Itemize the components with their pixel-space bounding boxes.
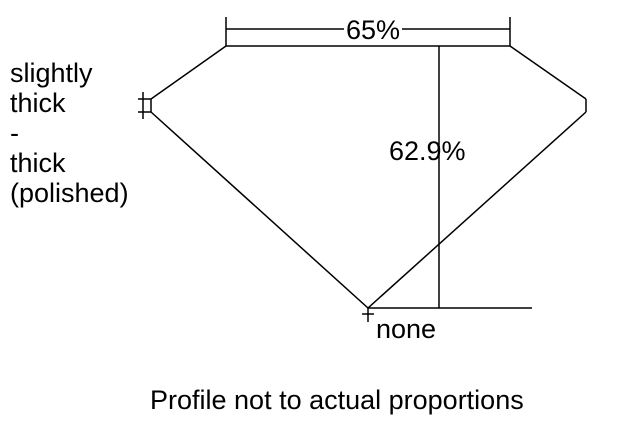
- crown-outline: [150, 45, 587, 100]
- girdle-thickness-label: slightly thick - thick (polished): [10, 58, 129, 208]
- girdle-label-line: thick: [10, 88, 66, 118]
- girdle-label-line: thick: [10, 148, 66, 178]
- pavilion-outline: [150, 111, 587, 310]
- caption: Profile not to actual proportions: [150, 385, 524, 415]
- depth-percent-label: 62.9%: [389, 136, 466, 166]
- girdle-label-line: -: [10, 118, 19, 148]
- girdle-label-line: slightly: [10, 58, 93, 88]
- table-percent-label: 65%: [344, 15, 403, 45]
- culet-label: none: [376, 314, 437, 344]
- girdle-label-line: (polished): [10, 178, 129, 208]
